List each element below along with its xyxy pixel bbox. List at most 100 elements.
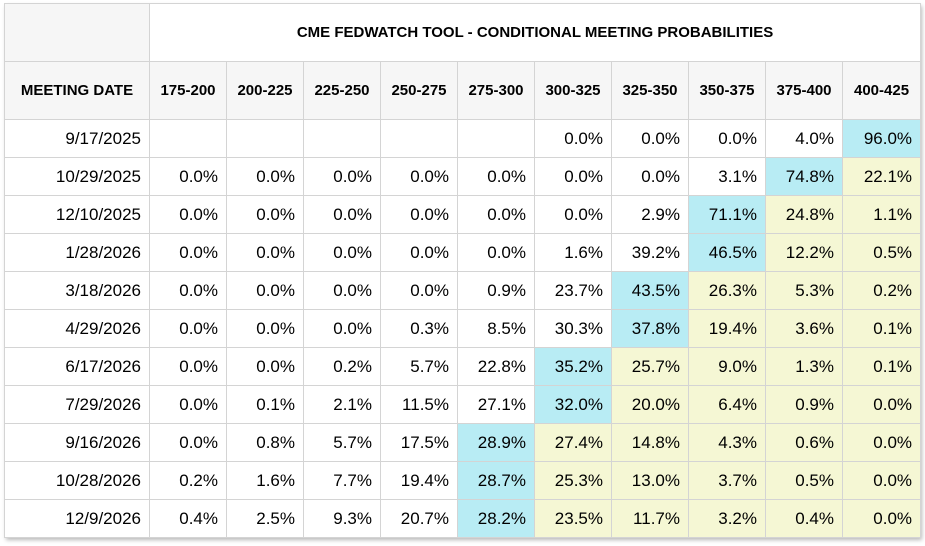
probability-cell: 8.5% — [457, 309, 535, 348]
probability-cell: 0.2% — [841, 271, 922, 310]
column-header-225-250: 225-250 — [303, 61, 381, 120]
probability-cell: 0.0% — [380, 157, 458, 196]
probability-cell: 0.0% — [226, 233, 304, 272]
probability-cell: 11.7% — [611, 499, 689, 538]
column-header-row: MEETING DATE 175-200 200-225 225-250 250-27… — [4, 61, 922, 120]
probability-cell: 1.3% — [765, 347, 843, 386]
probability-cell: 0.0% — [380, 271, 458, 310]
column-header-400-425: 400-425 — [841, 61, 922, 120]
probability-cell: 0.0% — [226, 157, 304, 196]
table-body: 9/17/2025 0.0% 0.0% 0.0% 4.0% 96.0% 10/29/2025… — [4, 119, 922, 538]
probability-cell: 9.3% — [303, 499, 381, 538]
probability-cell: 23.5% — [534, 499, 612, 538]
meeting-date-cell: 7/29/2026 — [4, 385, 150, 424]
probability-cell: 0.4% — [765, 499, 843, 538]
probability-cell: 28.7% — [457, 461, 535, 500]
probability-cell: 27.4% — [534, 423, 612, 462]
meeting-date-cell: 6/17/2026 — [4, 347, 150, 386]
probability-cell — [226, 119, 304, 158]
probability-cell: 32.0% — [534, 385, 612, 424]
probability-cell: 39.2% — [611, 233, 689, 272]
probability-cell: 12.2% — [765, 233, 843, 272]
probability-cell: 23.7% — [534, 271, 612, 310]
meeting-date-cell: 4/29/2026 — [4, 309, 150, 348]
meeting-date-header: MEETING DATE — [4, 61, 150, 120]
probability-cell: 5.7% — [303, 423, 381, 462]
column-header-350-375: 350-375 — [688, 61, 766, 120]
table-row: 9/16/2026 0.0% 0.8% 5.7% 17.5% 28.9% 27.4% 14.8… — [4, 423, 922, 462]
column-header-200-225: 200-225 — [226, 61, 304, 120]
probability-cell: 0.0% — [303, 157, 381, 196]
probability-cell: 1.6% — [226, 461, 304, 500]
probability-cell: 0.0% — [457, 157, 535, 196]
probability-cell: 19.4% — [380, 461, 458, 500]
probability-cell: 0.0% — [534, 157, 612, 196]
column-header-275-300: 275-300 — [457, 61, 535, 120]
probability-cell: 2.1% — [303, 385, 381, 424]
probability-cell: 26.3% — [688, 271, 766, 310]
probability-cell: 0.0% — [841, 385, 922, 424]
probability-cell: 35.2% — [534, 347, 612, 386]
probability-cell: 1.1% — [841, 195, 922, 234]
probability-cell — [380, 119, 458, 158]
probability-cell: 0.0% — [149, 385, 227, 424]
probability-cell: 25.7% — [611, 347, 689, 386]
meeting-date-cell: 3/18/2026 — [4, 271, 150, 310]
probability-cell: 0.0% — [303, 309, 381, 348]
probability-cell: 17.5% — [380, 423, 458, 462]
table-row: 10/29/2025 0.0% 0.0% 0.0% 0.0% 0.0% 0.0% 0.0% 3.… — [4, 157, 922, 196]
probability-cell: 43.5% — [611, 271, 689, 310]
meeting-date-cell: 9/17/2025 — [4, 119, 150, 158]
probability-cell: 11.5% — [380, 385, 458, 424]
probability-cell: 0.2% — [149, 461, 227, 500]
probability-cell: 0.0% — [457, 233, 535, 272]
probability-cell: 96.0% — [841, 119, 922, 158]
probability-cell: 0.0% — [534, 119, 612, 158]
table-row: 3/18/2026 0.0% 0.0% 0.0% 0.0% 0.9% 23.7% 43.5% 2… — [4, 271, 922, 310]
probability-cell: 0.0% — [149, 271, 227, 310]
probability-cell: 6.4% — [688, 385, 766, 424]
probability-cell — [457, 119, 535, 158]
table-row: 12/10/2025 0.0% 0.0% 0.0% 0.0% 0.0% 0.0% 2.9% 71… — [4, 195, 922, 234]
table-title: CME FEDWATCH TOOL - CONDITIONAL MEETING … — [148, 3, 922, 62]
probability-cell: 5.7% — [380, 347, 458, 386]
probability-cell: 0.0% — [841, 461, 922, 500]
table-row: 6/17/2026 0.0% 0.0% 0.2% 5.7% 22.8% 35.2% 25.7%… — [4, 347, 922, 386]
meeting-date-cell: 9/16/2026 — [4, 423, 150, 462]
probability-cell: 0.0% — [380, 233, 458, 272]
probability-cell: 0.0% — [149, 195, 227, 234]
probability-cell: 0.0% — [303, 233, 381, 272]
probability-cell: 0.2% — [303, 347, 381, 386]
probability-cell — [149, 119, 227, 158]
probability-cell: 27.1% — [457, 385, 535, 424]
probability-cell: 0.1% — [226, 385, 304, 424]
column-header-375-400: 375-400 — [765, 61, 843, 120]
column-header-175-200: 175-200 — [149, 61, 227, 120]
meeting-date-cell: 1/28/2026 — [4, 233, 150, 272]
table-row: 9/17/2025 0.0% 0.0% 0.0% 4.0% 96.0% — [4, 119, 922, 158]
probability-cell: 0.0% — [457, 195, 535, 234]
probability-cell: 4.0% — [765, 119, 843, 158]
probability-cell: 0.0% — [841, 423, 922, 462]
meeting-date-cell: 10/28/2026 — [4, 461, 150, 500]
table-row: 1/28/2026 0.0% 0.0% 0.0% 0.0% 0.0% 1.6% 39.2% 46… — [4, 233, 922, 272]
probability-cell: 9.0% — [688, 347, 766, 386]
probability-cell: 37.8% — [611, 309, 689, 348]
probability-cell: 3.2% — [688, 499, 766, 538]
probability-cell: 0.0% — [149, 309, 227, 348]
probability-cell: 1.6% — [534, 233, 612, 272]
probability-cell: 3.7% — [688, 461, 766, 500]
probability-cell: 24.8% — [765, 195, 843, 234]
probability-cell: 0.1% — [841, 347, 922, 386]
table-row: 10/28/2026 0.2% 1.6% 7.7% 19.4% 28.7% 25.3% 13.… — [4, 461, 922, 500]
probability-cell: 0.9% — [765, 385, 843, 424]
probability-cell: 0.0% — [611, 119, 689, 158]
probability-cell: 20.0% — [611, 385, 689, 424]
probability-cell: 4.3% — [688, 423, 766, 462]
corner-cell — [4, 3, 150, 62]
probability-cell: 71.1% — [688, 195, 766, 234]
meeting-date-cell: 12/10/2025 — [4, 195, 150, 234]
probability-cell: 0.0% — [303, 271, 381, 310]
meeting-date-cell: 10/29/2025 — [4, 157, 150, 196]
column-header-300-325: 300-325 — [534, 61, 612, 120]
